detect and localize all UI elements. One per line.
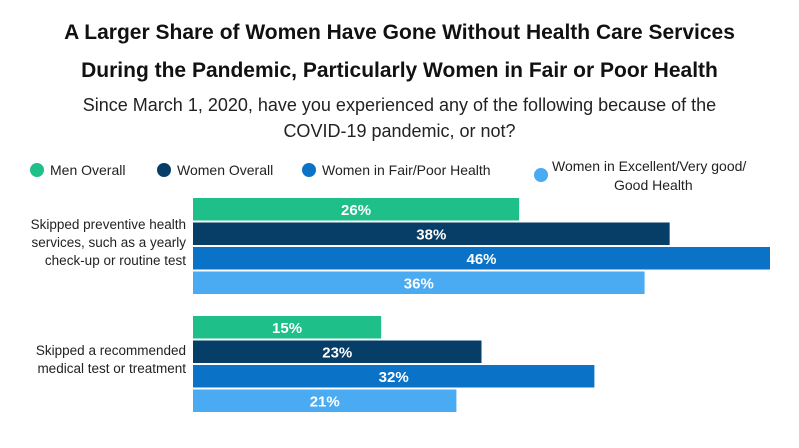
bar-value-label: 38% xyxy=(416,226,446,243)
legend-label-men-overall: Men Overall xyxy=(50,162,126,178)
bar-women-fair-poor-cat-1 xyxy=(193,247,770,270)
bar-value-label: 46% xyxy=(466,251,496,268)
legend-swatch-women-overall xyxy=(157,163,171,177)
legend-swatch-women-excellent-good xyxy=(534,168,548,182)
bar-women-fair-poor-cat-2 xyxy=(193,365,595,388)
legend-swatch-men-overall xyxy=(30,163,44,177)
legend-label-women-overall: Women Overall xyxy=(177,162,274,178)
bar-value-label: 36% xyxy=(404,275,434,292)
bar-value-label: 32% xyxy=(379,369,409,386)
chart-title-line-2: During the Pandemic, Particularly Women … xyxy=(81,59,718,82)
bar-men-overall-cat-1 xyxy=(193,198,520,221)
bar-value-label: 23% xyxy=(322,344,352,361)
bar-women-excellent-good-cat-2 xyxy=(193,389,457,412)
chart-subtitle-line-2: COVID-19 pandemic, or not? xyxy=(283,121,516,141)
category-label-line: medical test or treatment xyxy=(37,361,186,376)
category-label-line: Skipped a recommended xyxy=(35,343,186,358)
bar-value-label: 15% xyxy=(272,320,302,337)
bar-women-overall-cat-2 xyxy=(193,340,482,363)
bar-value-label: 21% xyxy=(310,393,340,410)
bar-men-overall-cat-2 xyxy=(193,316,382,339)
category-label-line: services, such as a yearly xyxy=(31,235,186,250)
category-label-line: check-up or routine test xyxy=(44,253,186,268)
chart-subtitle-line-1: Since March 1, 2020, have you experience… xyxy=(82,95,717,115)
chart-title-line-1: A Larger Share of Women Have Gone Withou… xyxy=(64,21,735,44)
legend-label-women-fair-poor: Women in Fair/Poor Health xyxy=(322,162,491,178)
bar-women-overall-cat-1 xyxy=(193,222,670,245)
legend-swatch-women-fair-poor xyxy=(302,163,316,177)
bar-value-label: 26% xyxy=(341,202,371,219)
category-label-line: Skipped preventive health xyxy=(30,217,186,232)
legend-label-women-excellent-good-line-1: Women in Excellent/Very good/ xyxy=(552,158,747,174)
bar-women-excellent-good-cat-1 xyxy=(193,271,645,294)
legend-label-women-excellent-good-line-2: Good Health xyxy=(614,177,693,193)
